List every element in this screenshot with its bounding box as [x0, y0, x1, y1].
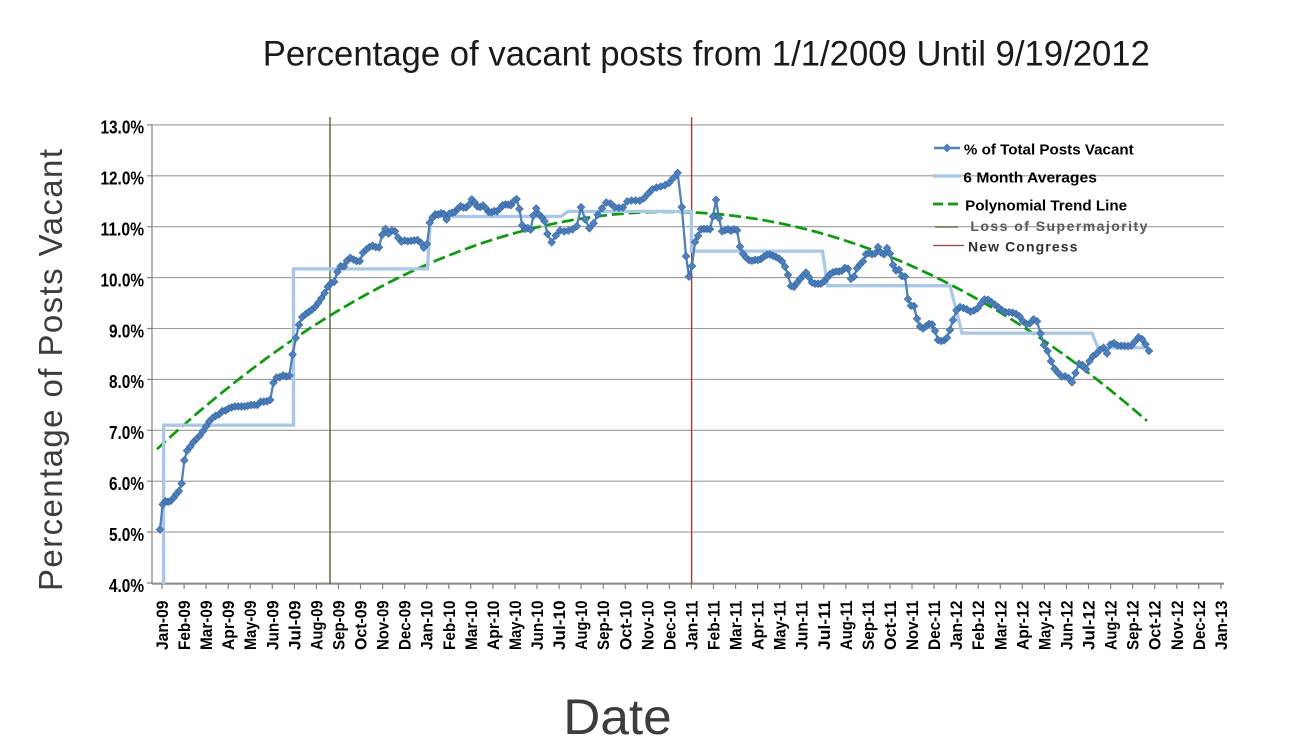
svg-text:Dec-10: Dec-10 [660, 601, 679, 651]
svg-text:Aug-10: Aug-10 [572, 601, 591, 651]
svg-text:Sep-10: Sep-10 [594, 601, 613, 651]
svg-text:Dec-12: Dec-12 [1190, 601, 1209, 651]
svg-text:10.0%: 10.0% [101, 269, 145, 290]
svg-text:Nov-11: Nov-11 [903, 601, 922, 651]
svg-text:May-12: May-12 [1035, 601, 1054, 651]
svg-text:8.0%: 8.0% [109, 371, 144, 392]
svg-text:6.0%: 6.0% [109, 473, 144, 494]
svg-text:Apr-10: Apr-10 [484, 601, 503, 651]
svg-text:May-09: May-09 [241, 601, 260, 651]
svg-text:Mar-12: Mar-12 [991, 601, 1010, 651]
svg-text:Jun-09: Jun-09 [263, 601, 282, 651]
svg-text:6 Month Averages: 6 Month Averages [963, 169, 1097, 186]
svg-text:Dec-11: Dec-11 [925, 601, 944, 651]
svg-text:Nov-09: Nov-09 [374, 601, 393, 651]
svg-text:Jul-11: Jul-11 [815, 601, 834, 651]
svg-text:13.0%: 13.0% [101, 117, 145, 138]
svg-text:Jun-12: Jun-12 [1058, 601, 1077, 651]
svg-text:Sep-11: Sep-11 [859, 601, 878, 651]
svg-text:Jun-11: Jun-11 [793, 601, 812, 651]
svg-text:Nov-12: Nov-12 [1168, 601, 1187, 651]
svg-text:7.0%: 7.0% [109, 422, 144, 443]
svg-text:Polynomial Trend Line: Polynomial Trend Line [965, 197, 1127, 214]
svg-text:% of Total Posts Vacant: % of Total Posts Vacant [964, 141, 1134, 158]
svg-text:Date: Date [563, 689, 672, 745]
svg-text:Jan-10: Jan-10 [418, 601, 437, 651]
svg-text:Percentage of vacant posts fro: Percentage of vacant posts from 1/1/2009… [263, 35, 1150, 74]
svg-text:Oct-10: Oct-10 [616, 601, 635, 651]
svg-text:Oct-11: Oct-11 [881, 601, 900, 651]
svg-text:Mar-09: Mar-09 [197, 601, 216, 651]
svg-text:Feb-10: Feb-10 [440, 601, 459, 651]
svg-text:Feb-11: Feb-11 [705, 601, 724, 651]
svg-text:Aug-11: Aug-11 [837, 601, 856, 651]
svg-text:Aug-12: Aug-12 [1102, 601, 1121, 651]
svg-text:Feb-12: Feb-12 [969, 601, 988, 651]
svg-text:Nov-10: Nov-10 [638, 601, 657, 651]
svg-text:Jan-11: Jan-11 [682, 601, 701, 651]
svg-text:Aug-09: Aug-09 [307, 601, 326, 651]
svg-text:Apr-11: Apr-11 [749, 601, 768, 651]
svg-text:Jan-09: Jan-09 [153, 601, 172, 651]
svg-text:Jan-13: Jan-13 [1212, 601, 1231, 651]
svg-text:Percentage of Posts Vacant: Percentage of Posts Vacant [32, 149, 69, 591]
svg-text:Loss of Supermajority: Loss of Supermajority [970, 218, 1147, 234]
svg-text:New Congress: New Congress [968, 239, 1078, 255]
svg-text:Oct-12: Oct-12 [1146, 601, 1165, 651]
svg-text:Jun-10: Jun-10 [528, 601, 547, 651]
svg-text:5.0%: 5.0% [109, 524, 144, 545]
svg-text:Mar-10: Mar-10 [462, 601, 481, 651]
svg-text:May-11: May-11 [771, 601, 790, 651]
svg-text:Jul-12: Jul-12 [1080, 601, 1099, 651]
svg-text:Sep-09: Sep-09 [330, 601, 349, 651]
svg-text:Dec-09: Dec-09 [396, 601, 415, 651]
svg-text:Feb-09: Feb-09 [175, 601, 194, 651]
svg-text:9.0%: 9.0% [109, 320, 144, 341]
svg-text:4.0%: 4.0% [109, 575, 144, 596]
svg-text:Jul-10: Jul-10 [550, 601, 569, 651]
svg-text:Apr-12: Apr-12 [1013, 601, 1032, 651]
svg-text:May-10: May-10 [506, 601, 525, 651]
svg-text:Mar-11: Mar-11 [727, 601, 746, 651]
svg-text:Oct-09: Oct-09 [352, 601, 371, 651]
svg-text:Apr-09: Apr-09 [219, 601, 238, 651]
svg-text:12.0%: 12.0% [101, 168, 145, 189]
svg-text:11.0%: 11.0% [101, 219, 145, 240]
svg-text:Jan-12: Jan-12 [947, 601, 966, 651]
svg-text:Jul-09: Jul-09 [285, 601, 304, 651]
svg-text:Sep-12: Sep-12 [1124, 601, 1143, 651]
